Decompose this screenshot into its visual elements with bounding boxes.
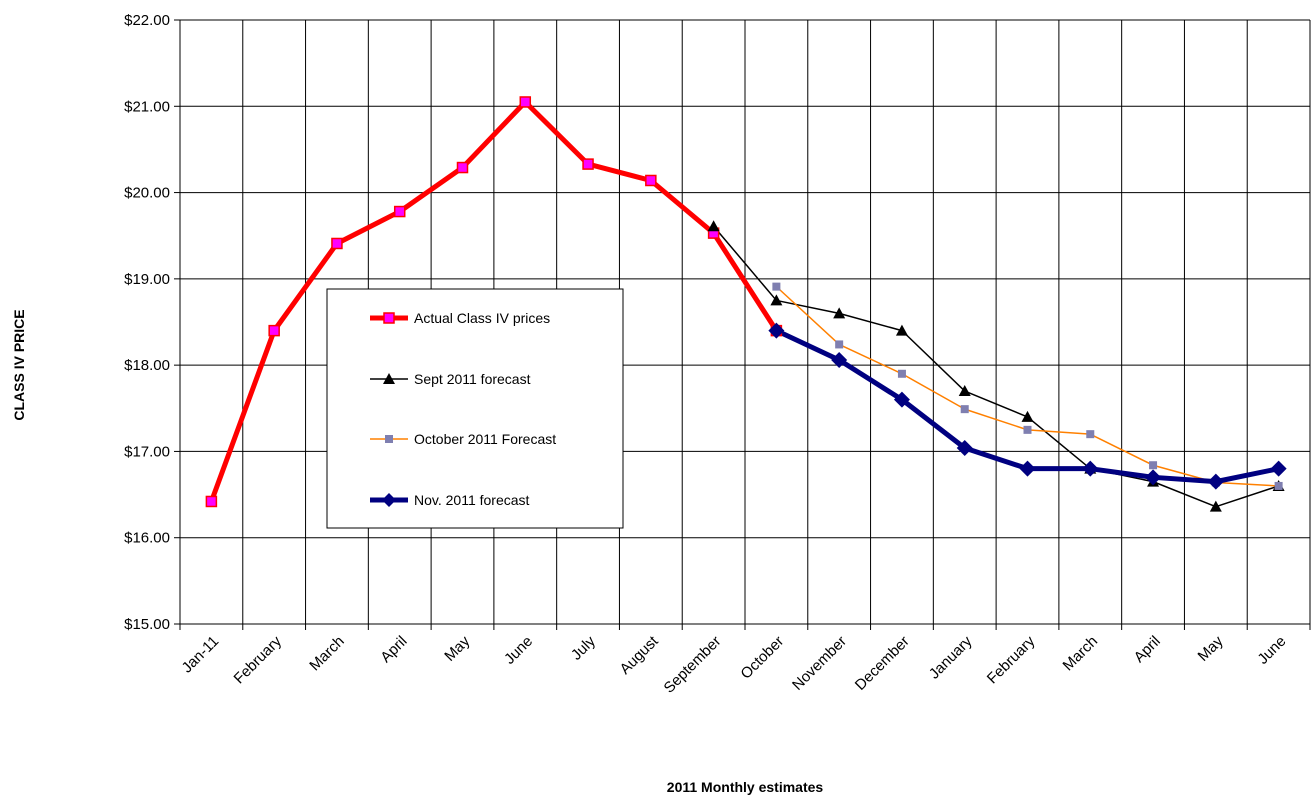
data-point [393,205,406,218]
data-point [897,369,906,378]
data-point [707,220,720,232]
x-tick-label: May [441,632,473,664]
data-point [956,439,973,456]
x-tick-label: December [852,633,913,694]
legend-swatch-marker [383,312,395,324]
legend-item-november: Nov. 2011 forecast [370,492,530,508]
legend-box [326,288,624,529]
data-point [1274,481,1283,490]
legend: Actual Class IV prices Sept 2011 forecas… [326,288,624,529]
x-tick-label: January [926,632,976,682]
data-point [1207,473,1224,490]
data-point [835,340,844,349]
y-tick-label: $15.00 [124,616,170,633]
legend-item-october: October 2011 Forecast [370,431,556,447]
data-point [582,158,594,170]
data-point [456,161,469,174]
x-axis-title: 2011 Monthly estimates [667,779,824,795]
data-point [1019,460,1036,477]
data-point [645,174,657,187]
data-point [770,294,783,306]
legend-label: October 2011 Forecast [414,431,556,447]
data-point [1270,460,1287,477]
data-point [958,385,971,397]
x-tick-label: November [789,633,850,694]
data-point [1023,425,1032,434]
axes [174,19,1311,630]
data-point [960,405,969,414]
x-tick-label: February [984,632,1039,687]
legend-item-sept: Sept 2011 forecast [370,371,531,387]
data-point [519,96,532,108]
data-point [895,324,908,336]
legend-label: Sept 2011 forecast [414,371,531,387]
data-point [893,391,910,408]
x-tick-label: May [1195,632,1227,664]
data-point [833,307,846,319]
legend-swatch-marker [382,493,396,507]
y-tick-label: $19.00 [124,271,170,288]
y-tick-label: $21.00 [124,98,170,115]
data-point [1082,460,1099,477]
y-tick-label: $18.00 [124,357,170,374]
x-tick-label: March [1060,633,1101,674]
legend-label: Actual Class IV prices [414,310,550,326]
legend-item-actual: Actual Class IV prices [370,310,550,326]
data-point [772,282,781,291]
y-tick-label: $20.00 [124,185,170,202]
x-tick-label: February [231,632,286,687]
data-point [831,351,848,368]
data-point [1021,410,1034,422]
y-tick-label: $22.00 [124,12,170,29]
series-line-0 [209,99,779,503]
x-tick-label: July [568,632,599,663]
y-axis-title: CLASS IV PRICE [11,309,27,420]
x-tick-label: September [661,633,725,697]
x-tick-label: March [306,633,347,674]
data-point [205,495,218,508]
x-tick-label: October [737,633,787,683]
legend-swatch-marker [383,373,395,384]
y-tick-label: $16.00 [124,530,170,547]
data-point [768,322,785,339]
x-tick-label: August [617,632,663,678]
x-tick-label: Jan-11 [179,633,223,677]
legend-swatch-marker [385,435,393,443]
x-tick-label: April [377,633,410,666]
series-markers [205,96,1287,512]
x-tick-labels: Jan-11 February March April May June July Augus… [179,632,1290,696]
data-point [268,324,280,337]
data-point [1149,461,1158,470]
data-point [1145,469,1162,486]
x-tick-label: June [501,633,536,668]
y-tick-label: $17.00 [124,443,170,460]
series-line-1 [713,225,1279,508]
x-tick-label: June [1254,633,1289,668]
legend-label: Nov. 2011 forecast [414,492,530,508]
x-tick-label: April [1131,633,1164,666]
data-point [331,237,343,250]
data-point [1209,500,1222,512]
y-tick-labels: $15.00 $16.00 $17.00 $18.00 $19.00 $20.00 $21.… [124,12,170,633]
data-point [1086,430,1095,439]
